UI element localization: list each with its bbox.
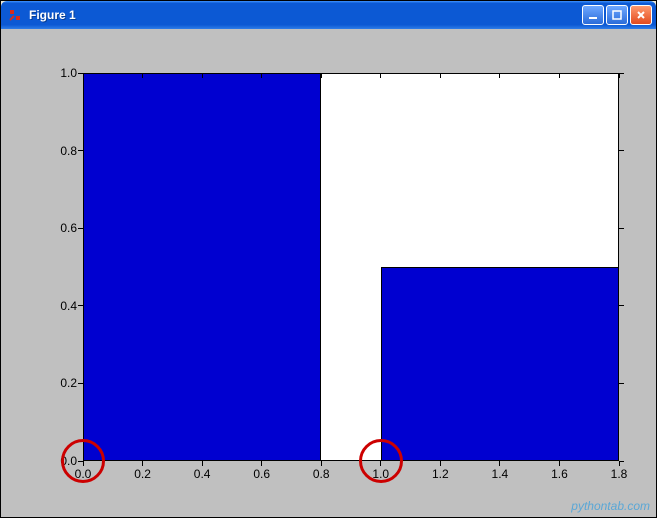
y-tick-label: 1.0 <box>49 66 77 80</box>
x-tick-mark <box>440 73 441 78</box>
y-tick-label: 0.2 <box>49 376 77 390</box>
x-tick-mark <box>499 461 500 466</box>
annotation-circle-0 <box>61 439 105 483</box>
x-tick-label: 1.6 <box>551 467 568 481</box>
close-button[interactable] <box>630 5 652 25</box>
x-tick-mark <box>321 73 322 78</box>
content-area: 0.00.20.40.60.81.01.21.41.61.80.00.20.40… <box>1 29 656 517</box>
watermark-text: pythontab.com <box>571 499 650 513</box>
x-tick-mark <box>380 73 381 78</box>
y-tick-mark <box>78 305 83 306</box>
y-tick-mark <box>78 150 83 151</box>
window-buttons <box>582 5 652 25</box>
watermark: pythontab.com <box>571 497 650 515</box>
x-tick-label: 0.4 <box>194 467 211 481</box>
y-tick-mark <box>619 228 624 229</box>
y-tick-mark <box>78 383 83 384</box>
x-tick-label: 0.2 <box>134 467 151 481</box>
x-tick-label: 1.2 <box>432 467 449 481</box>
y-tick-label: 0.4 <box>49 299 77 313</box>
x-tick-label: 0.8 <box>313 467 330 481</box>
figure-window: Figure 1 0.00.20.40.60.81.01.21.41.61.80… <box>0 0 657 518</box>
y-tick-label: 0.8 <box>49 144 77 158</box>
x-tick-label: 1.4 <box>492 467 509 481</box>
x-tick-mark <box>83 73 84 78</box>
annotation-circle-1 <box>359 439 403 483</box>
y-tick-mark <box>78 73 83 74</box>
maximize-button[interactable] <box>606 5 628 25</box>
x-tick-label: 0.6 <box>253 467 270 481</box>
y-tick-mark <box>619 383 624 384</box>
x-tick-mark <box>142 461 143 466</box>
app-icon <box>7 7 23 23</box>
x-tick-mark <box>261 461 262 466</box>
bar-1 <box>381 267 619 461</box>
x-tick-mark <box>321 461 322 466</box>
x-tick-mark <box>559 461 560 466</box>
y-tick-mark <box>78 228 83 229</box>
x-tick-mark <box>499 73 500 78</box>
x-tick-mark <box>559 73 560 78</box>
y-tick-mark <box>619 150 624 151</box>
y-tick-mark <box>619 461 624 462</box>
x-tick-mark <box>261 73 262 78</box>
x-tick-mark <box>142 73 143 78</box>
x-tick-label: 1.8 <box>611 467 628 481</box>
y-tick-label: 0.6 <box>49 221 77 235</box>
x-tick-mark <box>619 461 620 466</box>
x-tick-mark <box>619 73 620 78</box>
figure-canvas: 0.00.20.40.60.81.01.21.41.61.80.00.20.40… <box>15 43 642 503</box>
x-tick-mark <box>440 461 441 466</box>
y-tick-mark <box>619 305 624 306</box>
titlebar[interactable]: Figure 1 <box>1 1 656 29</box>
y-tick-mark <box>619 73 624 74</box>
minimize-button[interactable] <box>582 5 604 25</box>
bar-0 <box>83 73 321 461</box>
window-title: Figure 1 <box>29 8 582 22</box>
x-tick-mark <box>202 73 203 78</box>
x-tick-mark <box>202 461 203 466</box>
